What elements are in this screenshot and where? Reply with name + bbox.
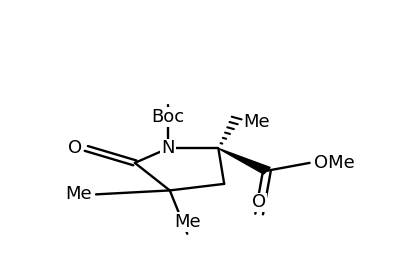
Text: Me: Me xyxy=(65,185,92,203)
Text: O: O xyxy=(252,193,266,211)
Text: Me: Me xyxy=(243,113,270,131)
Text: O: O xyxy=(68,139,82,157)
Text: N: N xyxy=(161,139,175,157)
Polygon shape xyxy=(218,148,270,174)
Text: Me: Me xyxy=(174,213,201,231)
Text: OMe: OMe xyxy=(314,154,354,172)
Text: Boc: Boc xyxy=(151,108,184,126)
